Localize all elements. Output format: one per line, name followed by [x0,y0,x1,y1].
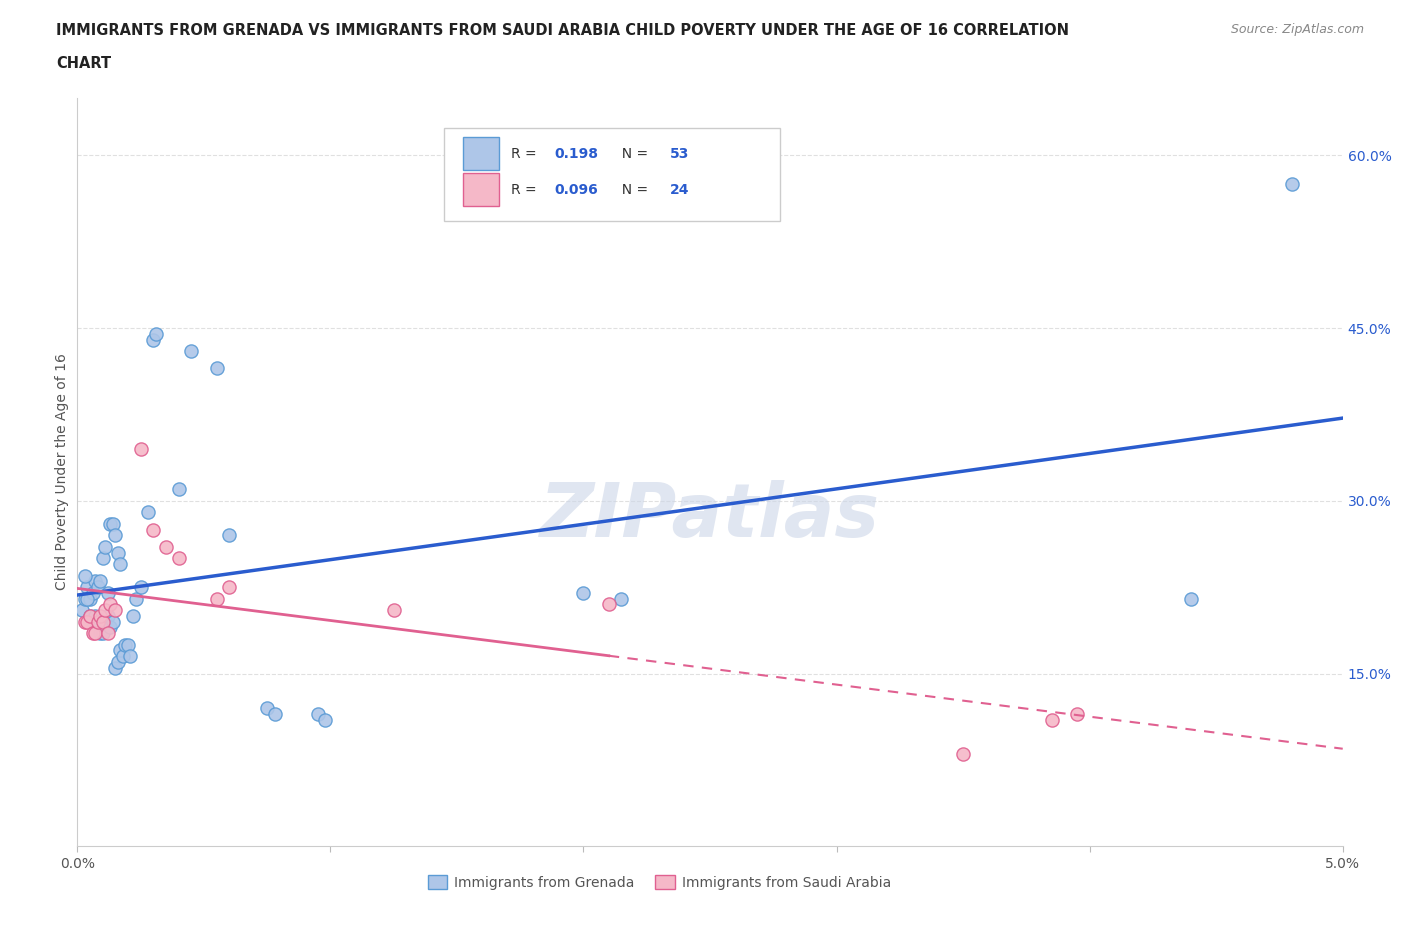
Point [136,505,159,520]
Text: N =: N = [613,147,652,161]
Point [97,608,120,623]
Point [167,551,190,565]
FancyBboxPatch shape [444,127,780,221]
Point [205,361,228,376]
Point [1180,591,1202,606]
Point [104,528,127,543]
Point [94,539,117,554]
Point [86,615,108,630]
Point [94,615,117,630]
Text: R =: R = [512,182,541,197]
Text: ZIPatlas: ZIPatlas [540,481,880,553]
Point [256,700,278,715]
Point [82,586,104,601]
Bar [464,173,499,206]
Point [114,637,136,652]
Text: R =: R = [512,147,541,161]
Point [1281,177,1303,192]
Point [76,579,98,594]
Point [142,522,165,537]
Point [73,568,96,583]
Point [76,615,98,630]
Point [84,626,107,641]
Point [314,712,336,727]
Point [97,586,120,601]
Point [145,326,167,341]
Point [107,545,129,560]
Point [598,597,620,612]
Text: 24: 24 [669,182,689,197]
Point [218,528,240,543]
Point [307,707,329,722]
Text: IMMIGRANTS FROM GRENADA VS IMMIGRANTS FROM SAUDI ARABIA CHILD POVERTY UNDER THE : IMMIGRANTS FROM GRENADA VS IMMIGRANTS FR… [56,23,1069,38]
Point [82,626,104,641]
Point [98,516,121,531]
Point [1066,707,1088,722]
Point [89,608,111,623]
Point [180,343,202,358]
Point [122,608,145,623]
Point [72,603,94,618]
Point [98,620,121,635]
Point [76,591,98,606]
Point [572,586,595,601]
Text: CHART: CHART [56,56,111,71]
Point [382,603,405,618]
Point [129,442,152,457]
Point [86,579,108,594]
Point [104,603,127,618]
Point [73,615,96,630]
Point [263,707,285,722]
Point [91,626,114,641]
Point [110,643,132,658]
Point [89,626,111,641]
Text: 0.198: 0.198 [554,147,599,161]
Point [94,603,117,618]
Point [89,574,111,589]
Point [610,591,633,606]
Point [104,660,127,675]
Point [117,637,139,652]
Point [120,649,142,664]
Bar [464,137,499,170]
Point [79,608,101,623]
Point [205,591,228,606]
Legend: Immigrants from Grenada, Immigrants from Saudi Arabia: Immigrants from Grenada, Immigrants from… [422,870,897,896]
Text: 53: 53 [669,147,689,161]
Point [124,591,146,606]
Point [91,615,114,630]
Y-axis label: Child Poverty Under the Age of 16: Child Poverty Under the Age of 16 [55,353,69,591]
Point [1040,712,1063,727]
Point [155,539,177,554]
Point [218,579,240,594]
Point [79,591,101,606]
Point [82,615,104,630]
Point [86,615,108,630]
Point [97,626,120,641]
Text: N =: N = [613,182,652,197]
Point [110,557,132,572]
Point [84,608,107,623]
Point [91,551,114,565]
Point [101,516,124,531]
Point [84,574,107,589]
Point [129,579,152,594]
Point [107,655,129,670]
Point [952,747,974,762]
Point [79,608,101,623]
Point [73,591,96,606]
Text: Source: ZipAtlas.com: Source: ZipAtlas.com [1230,23,1364,36]
Point [142,332,165,347]
Point [101,615,124,630]
Text: 0.096: 0.096 [554,182,598,197]
Point [111,649,134,664]
Point [167,482,190,497]
Point [98,597,121,612]
